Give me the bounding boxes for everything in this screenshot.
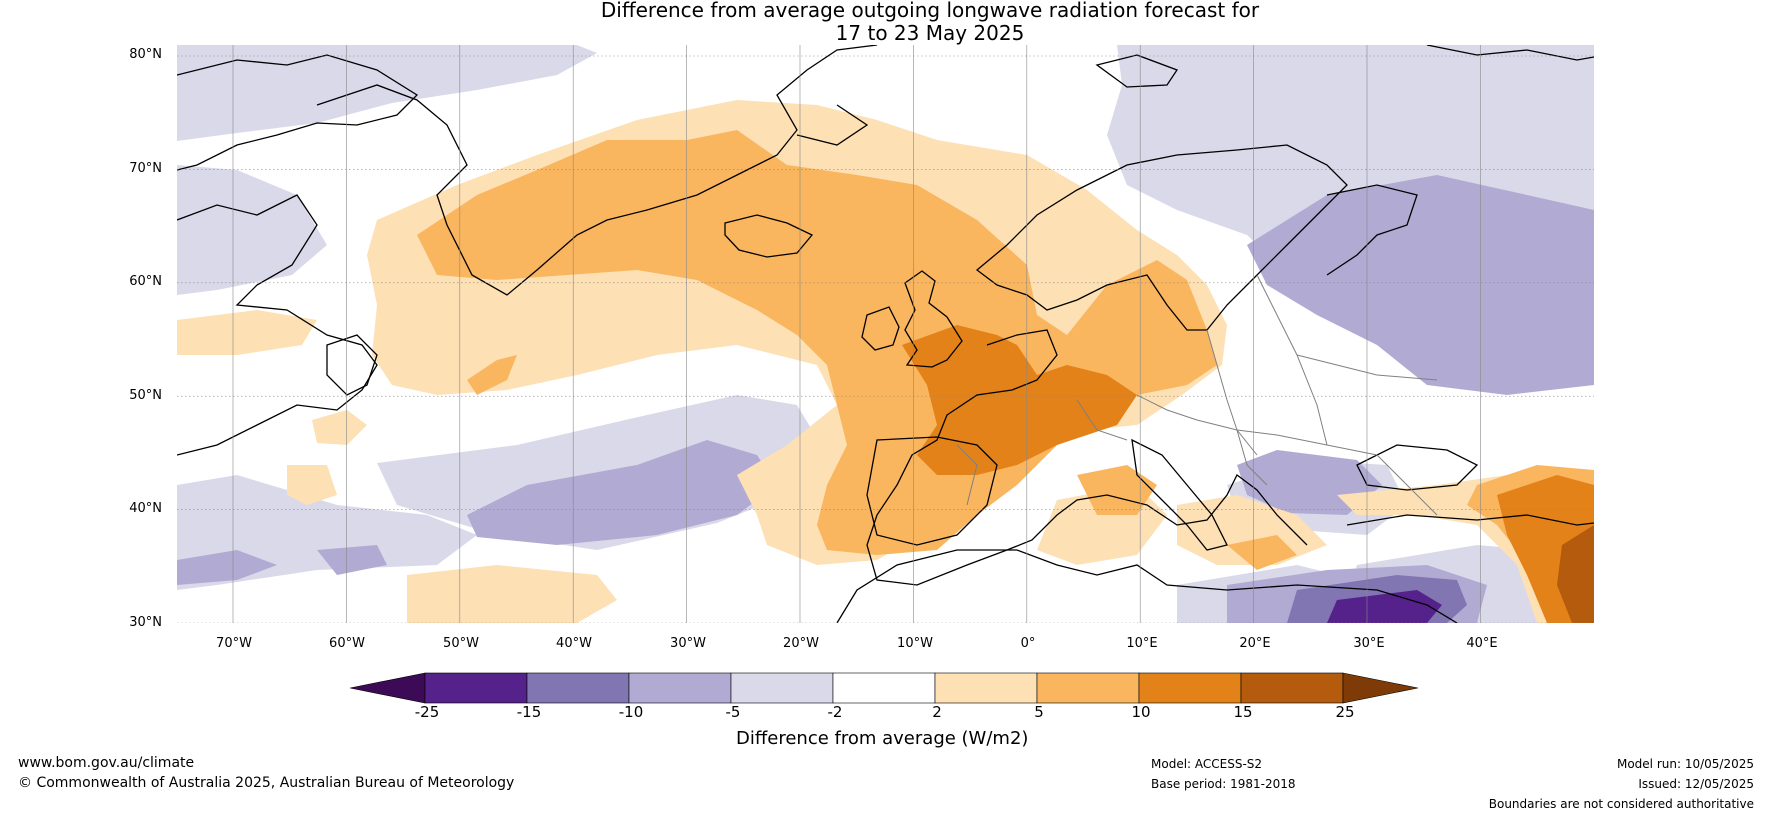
lon-label-30e: 30°E xyxy=(1353,636,1385,651)
colorbar-tick-minus2: -2 xyxy=(827,703,843,721)
lat-label-50n: 50°N xyxy=(129,388,162,403)
lon-label-60w: 60°W xyxy=(329,636,365,651)
lat-label-80n: 80°N xyxy=(129,47,162,62)
lon-label-30w: 30°W xyxy=(670,636,706,651)
lon-label-10w: 10°W xyxy=(897,636,933,651)
colorbar-extend-high xyxy=(1342,672,1419,704)
colorbar-tick-2: 2 xyxy=(932,703,942,721)
country-borders xyxy=(956,274,1438,516)
colorbar-tick-minus10: -10 xyxy=(618,703,644,721)
colorbar-segment xyxy=(526,672,630,704)
anomaly-map xyxy=(177,45,1594,623)
map-title-line-2: 17 to 23 May 2025 xyxy=(835,21,1025,45)
footer-model: Model: ACCESS-S2 xyxy=(1151,757,1263,771)
colorbar-tick-5: 5 xyxy=(1034,703,1044,721)
colorbar-tick-25: 25 xyxy=(1335,703,1355,721)
map-title-line-1: Difference from average outgoing longwav… xyxy=(600,0,1260,22)
colorbar-tick-minus5: -5 xyxy=(725,703,741,721)
footer-model-run: Model run: 10/05/2025 xyxy=(1616,757,1754,771)
graticule xyxy=(177,45,1594,623)
coastlines xyxy=(177,45,1594,623)
colorbar-segment xyxy=(1036,672,1140,704)
colorbar-segment xyxy=(934,672,1038,704)
colorbar-extend-low xyxy=(350,672,426,704)
colorbar-segment xyxy=(832,672,936,704)
lat-label-60n: 60°N xyxy=(129,274,162,289)
colorbar-segment xyxy=(730,672,834,704)
deep-purple-anomaly-areas xyxy=(1327,590,1442,623)
lon-label-0: 0° xyxy=(1020,636,1036,651)
footer-base-period: Base period: 1981-2018 xyxy=(1151,777,1296,791)
colorbar-tick-10: 10 xyxy=(1131,703,1151,721)
colorbar-segment xyxy=(1240,672,1344,704)
lon-label-40e: 40°E xyxy=(1466,636,1498,651)
lon-label-70w: 70°W xyxy=(216,636,252,651)
colorbar-tick-minus25: -25 xyxy=(414,703,440,721)
lon-label-20e: 20°E xyxy=(1239,636,1271,651)
footer-disclaimer: Boundaries are not considered authoritat… xyxy=(1488,797,1754,811)
colorbar-segment xyxy=(424,672,528,704)
colorbar-tick-15: 15 xyxy=(1233,703,1253,721)
map-panel xyxy=(177,45,1594,623)
footer-issued: Issued: 12/05/2025 xyxy=(1638,777,1754,791)
lat-label-70n: 70°N xyxy=(129,161,162,176)
lon-label-10e: 10°E xyxy=(1126,636,1158,651)
footer-website: www.bom.gov.au/climate xyxy=(18,755,195,771)
lon-label-40w: 40°W xyxy=(556,636,592,651)
footer-copyright: © Commonwealth of Australia 2025, Austra… xyxy=(18,775,515,791)
lat-label-30n: 30°N xyxy=(129,615,162,630)
colorbar-tick-minus15: -15 xyxy=(516,703,542,721)
colorbar-label: Difference from average (W/m2) xyxy=(736,728,1029,749)
colorbar-segment xyxy=(628,672,732,704)
colorbar xyxy=(350,672,1419,704)
lat-label-40n: 40°N xyxy=(129,501,162,516)
lon-label-20w: 20°W xyxy=(783,636,819,651)
deep-orange-anomaly-areas xyxy=(1557,525,1594,623)
map-title: Difference from average outgoing longwav… xyxy=(0,0,1770,45)
colorbar-segment xyxy=(1138,672,1242,704)
lon-label-50w: 50°W xyxy=(443,636,479,651)
